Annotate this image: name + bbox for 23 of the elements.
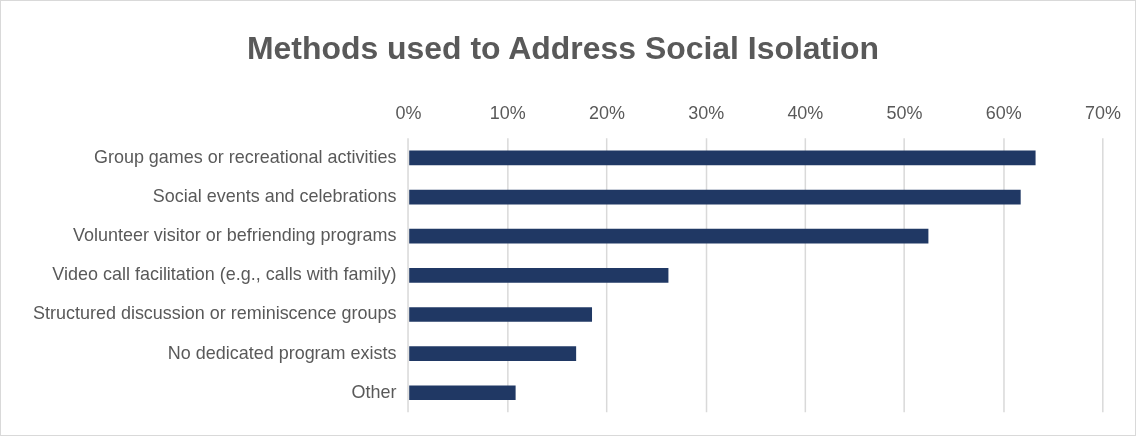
bar — [409, 228, 929, 244]
chart-title: Methods used to Address Social Isolation — [247, 29, 880, 66]
x-tick-label: 20% — [588, 102, 625, 123]
x-tick-label: 70% — [1085, 102, 1122, 123]
y-tick-label: Volunteer visitor or befriending programs — [72, 225, 397, 246]
bar — [409, 268, 669, 283]
bar — [409, 150, 1036, 166]
x-tick-label: 0% — [395, 102, 422, 123]
bar — [409, 189, 1021, 205]
y-tick-label: Structured discussion or reminiscence groups — [33, 303, 397, 324]
y-tick-label: No dedicated program exists — [167, 342, 397, 363]
x-tick-label: 40% — [787, 102, 824, 123]
x-tick-label: 50% — [886, 102, 923, 123]
y-tick-label: Video call facilitation (e.g., calls with family) — [52, 264, 397, 285]
x-tick-label: 60% — [985, 102, 1022, 123]
y-tick-label: Other — [351, 381, 397, 402]
bar — [409, 307, 593, 322]
bar — [409, 385, 516, 401]
bar — [409, 346, 577, 361]
x-tick-label: 10% — [489, 102, 526, 123]
y-tick-label: Group games or recreational activities — [93, 146, 397, 167]
y-tick-label: Social events and celebrations — [152, 186, 397, 207]
x-tick-label: 30% — [688, 102, 725, 123]
